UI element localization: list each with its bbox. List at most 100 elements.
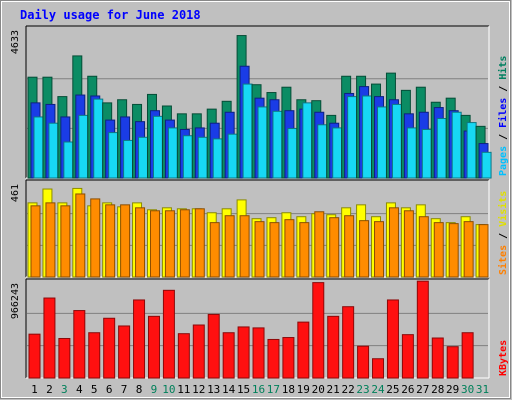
y-axis-label-part: /	[498, 80, 509, 98]
x-tick-label-day-2: 2	[46, 383, 53, 396]
bar-kbytes-day-18	[282, 337, 295, 379]
bar-kbytes-day-8	[133, 299, 146, 379]
bar-kbytes-day-1	[28, 333, 41, 379]
bar-kbytes-day-5	[88, 332, 101, 379]
bar-sites-day-16	[254, 221, 265, 278]
bar-pages-day-21	[332, 127, 343, 179]
x-tick-label-day-27: 27	[416, 383, 429, 396]
y-axis-label-part: /	[498, 128, 509, 146]
x-axis-tick-labels: 1 2 3 4 5 6 7 8 9 10 11 12 13 14 15 16 17 18 19 20 21 22 23 24 2…	[31, 383, 489, 396]
bar-kbytes-day-9	[147, 315, 160, 379]
x-tick-label-day-12: 12	[192, 383, 205, 396]
y-axis-label-part: Files	[497, 98, 509, 128]
bar-sites-day-5	[90, 198, 101, 278]
bar-pages-day-15	[242, 83, 253, 179]
x-tick-label-day-26: 26	[401, 383, 414, 396]
bar-sites-day-14	[224, 215, 235, 278]
bar-pages-day-27	[421, 128, 432, 179]
x-tick-label-day-10: 10	[162, 383, 175, 396]
bar-pages-day-20	[317, 124, 328, 179]
y-axis-label-part: /	[498, 227, 509, 245]
bar-kbytes-day-17	[267, 338, 280, 379]
bar-pages-day-26	[406, 127, 417, 179]
bar-kbytes-day-20	[312, 282, 325, 379]
bar-sites-day-30	[463, 221, 474, 278]
x-tick-label-day-3: 3	[61, 383, 68, 396]
y-axis-label: Pages / Files / Hits	[497, 56, 509, 176]
bar-sites-day-8	[135, 207, 146, 278]
bar-pages-day-22	[347, 96, 358, 179]
bar-kbytes-day-10	[162, 289, 175, 379]
bar-sites-day-13	[209, 222, 220, 278]
x-tick-label-day-19: 19	[297, 383, 310, 396]
x-tick-label-day-5: 5	[91, 383, 98, 396]
x-tick-label-day-6: 6	[106, 383, 113, 396]
bar-pages-day-16	[257, 106, 268, 179]
bar-sites-day-20	[314, 211, 325, 278]
bar-kbytes-day-21	[327, 315, 340, 379]
bar-sites-day-3	[60, 205, 71, 278]
y-axis-label-part: Pages	[498, 146, 509, 176]
bar-kbytes-day-27	[416, 280, 429, 379]
panel-3: 966243 KBytes	[10, 278, 509, 379]
x-tick-label-day-20: 20	[312, 383, 325, 396]
bar-sites-day-24	[374, 221, 385, 278]
bar-sites-day-17	[269, 222, 280, 278]
bar-kbytes-day-11	[177, 333, 190, 379]
bar-kbytes-day-19	[297, 321, 310, 379]
bar-pages-day-13	[212, 138, 223, 179]
y-axis-label-part: Visits	[497, 191, 509, 227]
bar-pages-day-29	[451, 111, 462, 179]
x-tick-label-day-18: 18	[282, 383, 295, 396]
bar-pages-day-10	[167, 127, 178, 179]
x-tick-label-day-13: 13	[207, 383, 220, 396]
bars	[27, 187, 489, 278]
x-tick-label-day-16: 16	[252, 383, 265, 396]
bar-sites-day-11	[179, 209, 190, 278]
bar-pages-day-14	[227, 133, 238, 179]
bar-pages-day-30	[466, 122, 477, 179]
bar-kbytes-day-16	[252, 327, 265, 379]
x-tick-label-day-9: 9	[151, 383, 158, 396]
y-max-label: 461	[10, 184, 21, 202]
bar-pages-day-24	[377, 106, 388, 179]
bar-pages-day-9	[152, 115, 163, 179]
chart-panels: 4633 Pages / Files / Hits 461 Sites / Visit…	[10, 25, 509, 379]
bar-kbytes-day-30	[461, 332, 474, 379]
bar-pages-day-17	[272, 110, 283, 179]
y-axis-label-part: KBytes	[498, 340, 509, 376]
panel-1: 4633 Pages / Files / Hits	[10, 25, 509, 179]
bar-sites-day-6	[105, 204, 116, 278]
bar-sites-day-23	[359, 220, 370, 278]
bar-kbytes-day-4	[73, 310, 86, 379]
bars	[28, 280, 474, 379]
bar-sites-day-25	[388, 207, 399, 278]
bar-sites-day-26	[403, 210, 414, 278]
bar-kbytes-day-22	[342, 306, 355, 379]
bar-kbytes-day-24	[372, 358, 385, 379]
bar-pages-day-1	[33, 116, 44, 179]
bar-kbytes-day-15	[237, 326, 250, 379]
bar-kbytes-day-2	[43, 297, 56, 379]
bar-sites-day-10	[164, 210, 175, 278]
bar-sites-day-29	[448, 223, 459, 278]
x-tick-label-day-4: 4	[76, 383, 83, 396]
bar-kbytes-day-28	[431, 337, 444, 379]
bar-sites-day-18	[284, 219, 295, 278]
bar-kbytes-day-23	[357, 345, 370, 379]
bar-sites-day-27	[418, 216, 429, 278]
bar-sites-day-22	[344, 215, 355, 278]
bar-sites-day-31	[478, 224, 489, 278]
bar-pages-day-12	[197, 136, 208, 179]
bar-pages-day-8	[138, 136, 149, 179]
bar-sites-day-19	[299, 222, 310, 278]
bar-sites-day-21	[329, 217, 340, 278]
y-axis-label: Sites / Visits	[497, 191, 509, 275]
x-tick-label-day-14: 14	[222, 383, 236, 396]
bar-pages-day-18	[287, 128, 298, 179]
bar-pages-day-28	[436, 118, 447, 179]
chart-title: Daily usage for June 2018	[20, 8, 201, 22]
y-max-label: 4633	[10, 30, 21, 54]
x-tick-label-day-22: 22	[341, 383, 354, 396]
